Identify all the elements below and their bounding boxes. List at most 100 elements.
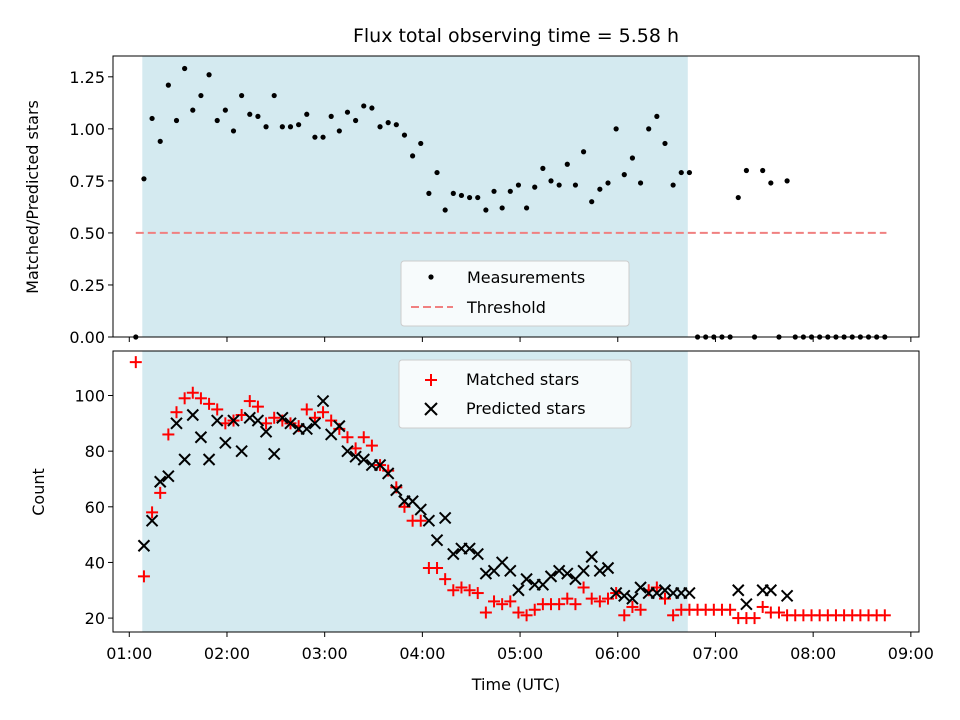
predicted-star-point xyxy=(422,514,436,527)
predicted-star-point xyxy=(683,586,696,600)
predicted-star-point xyxy=(333,419,346,433)
matched-star-point xyxy=(162,428,175,441)
predicted-star-point xyxy=(520,572,533,586)
top-axes-frame xyxy=(112,55,920,338)
predicted-star-point-b xyxy=(137,539,151,552)
predicted-star-point xyxy=(650,586,664,600)
measurement-point xyxy=(393,122,399,128)
bottom-x-tick-label: 06:00 xyxy=(595,644,641,663)
predicted-star-point-b xyxy=(219,436,232,450)
measurement-point xyxy=(654,113,660,119)
measurement-point xyxy=(523,205,530,211)
predicted-star-point-b xyxy=(634,581,647,594)
measurement-point xyxy=(369,105,375,111)
predicted-star-point xyxy=(219,436,232,450)
measurement-point xyxy=(157,138,163,144)
matched-star-point xyxy=(439,573,452,586)
bottom-x-ticks: 01:00 02:00 03:00 04:00 05:00 06:00 07:00 08:00… xyxy=(106,632,934,663)
bottom-y-axis-label: Count xyxy=(29,468,48,516)
predicted-star-point xyxy=(211,414,224,427)
predicted-star-point-b xyxy=(585,550,598,564)
matched-star-point xyxy=(585,592,598,605)
matched-star-point xyxy=(325,414,338,427)
predicted-star-point-b xyxy=(406,495,419,508)
measurement-point xyxy=(401,132,408,138)
predicted-star-point-b xyxy=(341,444,354,458)
predicted-star-point xyxy=(227,414,240,427)
measurement-point xyxy=(613,126,619,132)
predicted-star-point-b xyxy=(740,597,753,611)
predicted-star-point-b xyxy=(316,394,330,408)
measurement-point xyxy=(637,180,644,186)
predicted-star-point xyxy=(552,564,566,577)
predicted-star-point-b xyxy=(512,584,525,597)
predicted-star-point-b xyxy=(243,411,256,424)
measurement-point xyxy=(621,172,627,178)
measurement-point xyxy=(589,199,595,205)
bottom-x-tick-label: 02:00 xyxy=(204,644,250,663)
matched-star-point xyxy=(724,603,737,616)
predicted-star-point xyxy=(479,567,493,580)
predicted-star-point-b xyxy=(561,567,574,580)
predicted-star-point xyxy=(609,586,623,600)
measurement-point xyxy=(434,169,440,176)
measurement-point xyxy=(222,107,228,113)
matched-star-point xyxy=(878,609,891,622)
matched-star-point xyxy=(626,600,639,613)
predicted-points-group xyxy=(137,394,794,611)
matched-star-point xyxy=(357,431,370,444)
matched-star-point xyxy=(479,606,492,619)
predicted-star-point-b xyxy=(504,564,517,577)
predicted-star-point xyxy=(154,475,167,488)
matched-star-point xyxy=(251,400,264,413)
measurement-point xyxy=(458,192,465,199)
measurement-point xyxy=(483,207,489,213)
predicted-star-point-b xyxy=(154,475,167,488)
measurement-point xyxy=(572,182,579,188)
predicted-star-point-b xyxy=(471,547,484,561)
predicted-star-point-b xyxy=(178,453,191,466)
predicted-star-point-b xyxy=(577,564,590,577)
bottom-legend: Matched stars Predicted stars xyxy=(398,359,632,429)
predicted-star-point xyxy=(381,467,395,480)
legend-matched-label: Matched stars xyxy=(466,370,579,389)
predicted-star-point xyxy=(276,411,289,424)
predicted-star-point xyxy=(259,425,273,438)
measurement-point xyxy=(410,153,416,159)
measurement-point xyxy=(605,180,611,186)
measurement-point xyxy=(239,92,245,99)
predicted-star-point-b xyxy=(145,514,159,527)
predicted-star-point-b xyxy=(601,561,615,575)
predicted-star-point-b xyxy=(259,425,273,438)
matched-star-point xyxy=(496,598,509,611)
matched-star-point xyxy=(488,595,501,608)
predicted-star-point xyxy=(243,411,256,424)
predicted-star-point-b xyxy=(390,483,403,497)
measurement-point xyxy=(564,161,570,167)
matched-star-point xyxy=(194,392,207,405)
measurement-point xyxy=(279,124,285,130)
top-y-tick-label: 0.25 xyxy=(69,276,105,295)
measurement-point xyxy=(491,188,497,194)
predicted-star-point-b xyxy=(381,467,395,480)
predicted-star-point-b xyxy=(194,431,208,444)
predicted-star-point-b xyxy=(626,592,639,605)
predicted-star-point xyxy=(544,570,558,583)
predicted-star-point xyxy=(463,542,476,555)
top-y-tick-label: 1.00 xyxy=(69,120,105,139)
measurement-point xyxy=(442,207,448,213)
predicted-star-point-b xyxy=(463,542,476,555)
predicted-star-point-b xyxy=(732,584,745,597)
predicted-star-point-b xyxy=(227,414,240,427)
top-y-axis-label: Matched/Predicted stars xyxy=(23,100,42,294)
predicted-star-point xyxy=(414,503,427,516)
measurement-point xyxy=(198,92,204,99)
matched-star-point xyxy=(756,600,769,613)
bottom-y-tick-label: 100 xyxy=(74,387,105,406)
top-panel: 0.00 0.25 0.50 0.75 1.00 1.25 Flux total obse… xyxy=(23,25,920,347)
measurement-point xyxy=(426,190,432,196)
measurement-point xyxy=(515,182,522,188)
measurement-point xyxy=(768,180,774,186)
measurement-point xyxy=(287,124,294,130)
